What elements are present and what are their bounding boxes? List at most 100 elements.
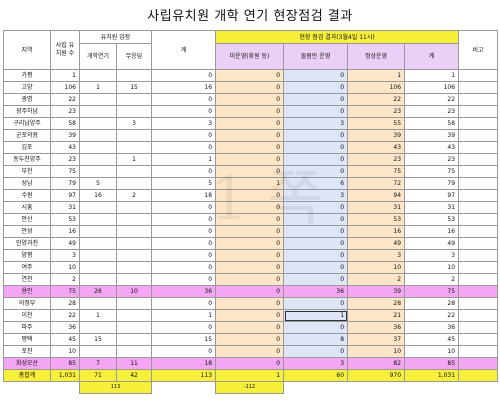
subtotal-cell: 97 [404, 189, 460, 202]
note-cell [458, 129, 499, 142]
region-cell: 광주하남 [3, 105, 51, 118]
table-row: 구리남양주 58 3 3 0 3 55 58 [3, 117, 499, 130]
note-cell [458, 333, 499, 346]
care-only-cell: 0 [283, 129, 349, 142]
undecided-cell [115, 201, 153, 214]
postpone-cell: 1 [79, 81, 117, 94]
note-cell [458, 177, 499, 190]
unconfirmed-cell: 0 [215, 213, 285, 226]
undecided-cell [115, 273, 153, 286]
normal-cell: 72 [347, 177, 406, 190]
total-cell: 0 [151, 69, 217, 82]
table-row: 부천 75 0 0 0 75 75 [3, 165, 499, 178]
undecided-cell: 1 [115, 153, 153, 166]
region-cell: 용인 [3, 285, 51, 298]
subtotal-cell: 3 [404, 249, 460, 262]
total-cell: 1 [151, 153, 217, 166]
total-region-cell: 총합계 [3, 369, 51, 382]
care-only-cell: 0 [283, 141, 349, 154]
unconfirmed-cell: 0 [215, 321, 285, 334]
stance-sum-cell: 113 [78, 381, 153, 394]
postpone-cell [79, 165, 117, 178]
normal-cell: 22 [347, 93, 406, 106]
unconfirmed-cell: 0 [215, 81, 285, 94]
region-cell: 여주 [3, 261, 51, 274]
undecided-cell: 3 [115, 117, 153, 130]
total-cell: 0 [151, 249, 217, 262]
table-row: 연천 2 0 0 0 2 2 [3, 273, 499, 286]
care-only-cell: 0 [283, 273, 349, 286]
care-only-cell: 1 [283, 309, 349, 322]
total-cell: 1 [151, 309, 217, 322]
total-total-cell: 113 [151, 369, 217, 382]
postpone-cell [79, 141, 117, 154]
footer-blank-cell [151, 381, 216, 394]
header-care-only: 돌봄만 운영 [283, 43, 349, 70]
table-row: 고양 106 1 15 16 0 0 106 106 [3, 81, 499, 94]
total-cell: 0 [151, 201, 217, 214]
normal-cell: 55 [347, 117, 406, 130]
table-row: 김포 43 0 0 0 43 43 [3, 141, 499, 154]
undecided-cell [115, 333, 153, 346]
kinder-count-cell: 85 [50, 357, 80, 370]
unconfirmed-cell: 0 [215, 129, 285, 142]
kinder-count-cell: 53 [50, 213, 80, 226]
kinder-count-cell: 10 [50, 261, 80, 274]
total-cell: 3 [151, 117, 217, 130]
normal-cell: 23 [347, 153, 406, 166]
care-only-cell: 0 [283, 345, 349, 358]
note-cell [458, 261, 499, 274]
kinder-count-cell: 49 [50, 237, 80, 250]
subtotal-cell: 36 [404, 321, 460, 334]
kinder-count-cell: 23 [50, 153, 80, 166]
region-cell: 평택 [3, 333, 51, 346]
postpone-cell: 5 [79, 177, 117, 190]
region-cell: 안양과천 [3, 237, 51, 250]
normal-cell: 36 [347, 321, 406, 334]
kinder-count-cell: 79 [50, 177, 80, 190]
subtotal-cell: 16 [404, 225, 460, 238]
subtotal-cell: 106 [404, 81, 460, 94]
unconfirmed-cell: 1 [215, 177, 285, 190]
footer-blank-cell [347, 381, 405, 394]
note-cell [458, 141, 499, 154]
region-cell: 안산 [3, 213, 51, 226]
footer-blank-cell [458, 381, 498, 394]
total-unconf-cell: 1 [215, 369, 285, 382]
care-only-cell: 0 [283, 249, 349, 262]
care-only-cell: 3 [283, 189, 349, 202]
subtotal-cell: 10 [404, 345, 460, 358]
subtotal-cell: 79 [404, 177, 460, 190]
care-only-cell: 0 [283, 321, 349, 334]
total-cell: 0 [151, 93, 217, 106]
postpone-cell [79, 321, 117, 334]
normal-cell: 23 [347, 105, 406, 118]
normal-cell: 3 [347, 249, 406, 262]
footer-row: 113 -112 [3, 381, 498, 394]
region-cell: 김포 [3, 141, 51, 154]
care-only-cell: 0 [283, 69, 349, 82]
note-cell [458, 249, 499, 262]
table-row: 동두천양주 23 1 1 0 0 23 23 [3, 153, 499, 166]
postpone-cell [79, 249, 117, 262]
region-cell: 광명 [3, 93, 51, 106]
unconfirmed-cell: 0 [215, 345, 285, 358]
total-count-cell: 1,031 [50, 369, 80, 382]
normal-cell: 39 [347, 129, 406, 142]
table-row: 안산 53 0 0 0 53 53 [3, 213, 499, 226]
total-cell: 0 [151, 141, 217, 154]
table-row: 용인 75 26 10 36 0 36 39 75 [3, 285, 499, 298]
total-postpone-cell: 71 [79, 369, 117, 382]
unconfirmed-cell: 0 [215, 285, 285, 298]
unconfirmed-cell: 0 [215, 189, 285, 202]
normal-cell: 28 [347, 297, 406, 310]
page-title: 사립유치원 개학 연기 현장점검 결과 [147, 9, 353, 24]
normal-cell: 75 [347, 165, 406, 178]
total-care-cell: 60 [283, 369, 349, 382]
undecided-cell [115, 225, 153, 238]
footer-blank-cell [404, 381, 459, 394]
postpone-cell [79, 201, 117, 214]
table-row: 시흥 31 0 0 0 31 31 [3, 201, 499, 214]
total-cell: 36 [151, 285, 217, 298]
total-undecided-cell: 42 [115, 369, 153, 382]
